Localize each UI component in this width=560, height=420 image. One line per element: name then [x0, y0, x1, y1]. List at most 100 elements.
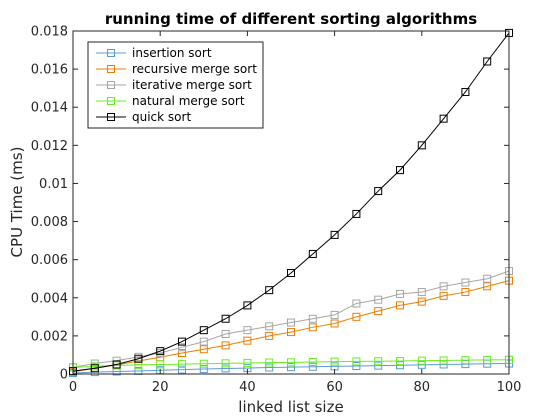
data-point	[287, 363, 295, 372]
series-line	[72, 363, 510, 374]
data-point	[439, 356, 448, 365]
data-point	[374, 307, 383, 316]
data-point	[287, 328, 295, 337]
data-point	[330, 310, 339, 319]
data-point	[308, 249, 317, 258]
data-point	[243, 301, 252, 310]
axes-box	[72, 30, 510, 375]
data-point	[439, 114, 448, 123]
x-tick-label: 80	[414, 380, 431, 395]
data-point	[417, 141, 426, 150]
data-point	[396, 361, 404, 370]
data-point	[352, 357, 361, 366]
y-axis-label: CPU Time (ms)	[8, 147, 26, 258]
series-line	[72, 270, 510, 368]
data-point	[417, 360, 426, 369]
data-point	[287, 358, 295, 367]
x-tick-label: 100	[497, 380, 522, 395]
series-line	[72, 32, 510, 372]
data-point	[221, 329, 230, 338]
data-point	[287, 269, 295, 278]
data-point	[439, 282, 448, 291]
data-point	[330, 357, 339, 366]
data-point	[178, 343, 186, 352]
legend: insertion sort recursive merge sort iterat…	[87, 41, 264, 129]
y-tick-label: 0.008	[31, 215, 68, 230]
data-point	[308, 358, 317, 366]
series-line	[72, 359, 510, 368]
data-point	[243, 326, 252, 335]
data-point	[308, 314, 317, 323]
y-tick-label: 0.002	[31, 329, 68, 344]
data-point	[352, 299, 361, 308]
data-point	[396, 357, 404, 366]
data-point	[243, 336, 252, 345]
data-point	[417, 297, 426, 306]
data-point	[221, 364, 230, 373]
data-point	[265, 331, 274, 340]
data-point	[199, 345, 208, 354]
y-tick-label: 0.01	[39, 177, 68, 192]
axes-layer: 0 20 40 60 80 100 0 0.002 0.004 0.006 0.008 0.01 0.0…	[31, 25, 522, 396]
data-point	[461, 356, 470, 365]
y-tick-label: 0	[60, 368, 68, 383]
data-point	[178, 360, 186, 369]
x-tick-label: 40	[239, 380, 256, 395]
data-point	[243, 358, 252, 367]
chart-title: running time of different sorting algori…	[105, 10, 477, 28]
legend-item: insertion sort	[96, 46, 212, 60]
data-point	[221, 314, 230, 323]
data-point	[90, 364, 99, 373]
legend-label: quick sort	[132, 110, 191, 124]
data-point	[330, 230, 339, 239]
data-point	[483, 282, 492, 291]
legend-label: natural merge sort	[132, 94, 245, 108]
data-point	[352, 209, 361, 218]
data-point	[265, 363, 274, 372]
series-recursive-merge-sort	[69, 276, 513, 376]
x-axis-label: linked list size	[238, 398, 343, 416]
data-point	[199, 359, 208, 368]
data-point	[308, 362, 317, 371]
data-point	[374, 187, 383, 196]
y-tick-label: 0.004	[31, 291, 68, 306]
series-layer	[69, 28, 513, 378]
data-point	[178, 337, 186, 346]
legend-item: natural merge sort	[96, 94, 245, 108]
y-tick-label: 0.018	[31, 25, 68, 40]
legend-swatch-marker	[107, 97, 115, 105]
data-point	[461, 278, 470, 287]
data-point	[265, 358, 274, 367]
y-tick-label: 0.014	[31, 101, 68, 116]
legend-item: quick sort	[96, 110, 191, 124]
data-point	[417, 288, 426, 297]
data-point	[483, 57, 492, 66]
legend-label: insertion sort	[132, 46, 212, 60]
legend-item: recursive merge sort	[96, 62, 257, 76]
legend-swatch-marker	[107, 49, 115, 57]
x-tick-label: 20	[152, 380, 169, 395]
data-point	[396, 301, 404, 310]
series-quick-sort	[69, 28, 513, 376]
data-point	[396, 289, 404, 298]
data-point	[112, 360, 121, 369]
y-tick-label: 0.006	[31, 253, 68, 268]
legend-swatch-marker	[107, 113, 115, 121]
data-point	[178, 365, 186, 374]
legend-item: iterative merge sort	[96, 78, 252, 92]
data-point	[199, 337, 208, 346]
data-point	[134, 360, 143, 369]
data-point	[439, 291, 448, 300]
data-point	[287, 318, 295, 327]
data-point	[374, 295, 383, 304]
data-point	[221, 341, 230, 350]
data-point	[352, 312, 361, 321]
legend-swatch-marker	[107, 81, 115, 89]
series-insertion-sort	[69, 359, 513, 378]
x-tick-label: 0	[69, 380, 77, 395]
data-point	[134, 354, 143, 363]
series-line	[72, 280, 510, 373]
data-point	[396, 166, 404, 175]
legend-label: recursive merge sort	[132, 62, 257, 76]
